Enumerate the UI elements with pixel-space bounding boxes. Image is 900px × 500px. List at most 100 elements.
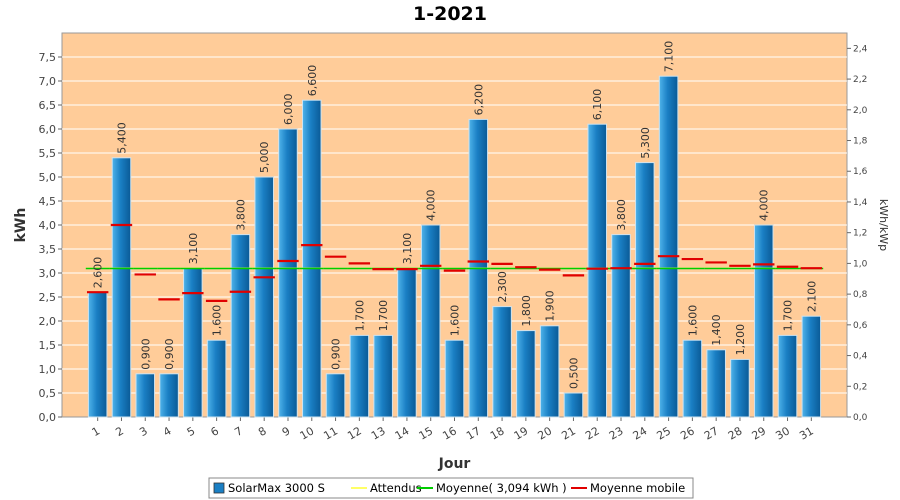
y-right-tick-label: 0,8 (853, 290, 868, 300)
x-tick-label: 14 (393, 424, 412, 442)
chart-title: 1-2021 (413, 3, 487, 25)
x-tick-label: 24 (631, 424, 650, 442)
y-right-tick-label: 1,6 (853, 167, 868, 177)
x-tick-label: 16 (440, 424, 459, 442)
bar (420, 224, 441, 418)
bar-value-label: 3,100 (401, 233, 414, 265)
y-tick-label: 7,0 (39, 75, 57, 88)
legend-label: Attendus (370, 481, 422, 495)
bar (301, 99, 322, 418)
bar-value-label: 2,100 (805, 281, 818, 313)
bar (230, 234, 251, 418)
x-tick-label: 12 (345, 424, 364, 442)
bar (563, 392, 584, 418)
x-tick-label: 18 (488, 424, 507, 442)
bar-value-label: 1,400 (710, 314, 723, 346)
x-tick-label: 3 (137, 424, 150, 439)
bar-value-label: 1,600 (686, 305, 699, 337)
bar (658, 75, 679, 418)
bar (254, 176, 274, 418)
bar (539, 325, 560, 418)
x-tick-label: 25 (654, 424, 673, 442)
bar-value-label: 4,000 (425, 190, 438, 222)
y-right-tick-label: 2,2 (853, 75, 867, 85)
x-tick-label: 17 (464, 424, 483, 442)
bar-value-label: 6,200 (472, 84, 485, 115)
bar (801, 315, 822, 418)
bar (492, 306, 512, 418)
y-tick-label: 3,0 (39, 267, 57, 280)
x-tick-label: 19 (512, 424, 531, 442)
y-tick-label: 4,5 (39, 195, 57, 208)
bar-value-label: 1,800 (520, 295, 533, 327)
bar-value-label: 1,900 (544, 290, 557, 322)
bar (611, 234, 631, 418)
x-tick-label: 2 (113, 424, 126, 439)
bar-value-label: 6,000 (282, 94, 295, 126)
bar (397, 267, 417, 418)
bar (516, 330, 536, 418)
moving-average-markers (86, 223, 823, 302)
y-tick-label: 2,0 (39, 315, 57, 328)
bar-value-label: 7,100 (663, 41, 676, 73)
y-tick-label: 1,5 (39, 339, 57, 352)
legend: SolarMax 3000 S Attendus Moyenne( 3,094 kW… (208, 477, 694, 499)
y-right-tick-label: 2,4 (853, 44, 868, 54)
x-tick-label: 31 (797, 424, 816, 442)
x-tick-label: 4 (161, 424, 174, 439)
bar (349, 334, 370, 418)
bar (278, 128, 298, 418)
bar-value-label: 1,700 (353, 300, 366, 332)
bar-value-label: 1,700 (377, 300, 390, 332)
bar-value-label: 2,600 (92, 257, 105, 289)
y-right-tick-label: 1,2 (853, 229, 867, 239)
bar-value-label: 0,500 (567, 358, 580, 390)
y-tick-label: 6,5 (39, 99, 57, 112)
y-right-tick-label: 2,0 (853, 106, 868, 116)
y-right-tick-label: 1,8 (853, 137, 868, 147)
x-tick-label: 1 (90, 424, 103, 439)
bar (325, 373, 346, 418)
y-tick-label: 7,5 (39, 51, 57, 64)
bar (777, 334, 798, 418)
bar-value-label: 5,300 (639, 127, 652, 159)
legend-box (208, 477, 694, 499)
bar (183, 267, 203, 418)
x-tick-label: 11 (321, 424, 340, 442)
bar-value-label: 2,300 (496, 271, 509, 303)
y-axis-right-ticks: 0,0 0,2 0,4 0,6 0,8 1,0 1,2 1,4 1,6 1,8 2,0 2,2 2,4 (847, 44, 868, 423)
x-tick-label: 7 (232, 424, 245, 439)
x-tick-label: 13 (369, 424, 388, 442)
x-tick-label: 22 (583, 424, 602, 442)
y-right-tick-label: 1,0 (853, 259, 868, 269)
bar-value-label: 3,100 (187, 233, 200, 265)
x-tick-label: 26 (678, 424, 697, 442)
y-tick-label: 0,0 (39, 411, 57, 424)
y-right-tick-label: 0,0 (853, 413, 868, 423)
bar-value-label: 1,200 (734, 324, 747, 356)
x-tick-label: 8 (256, 424, 269, 439)
y-tick-label: 4,0 (39, 219, 57, 232)
bar (87, 291, 108, 418)
bar-value-label: 0,900 (139, 338, 152, 370)
bar-value-label: 5,400 (115, 122, 128, 154)
bar-value-label: 1,600 (449, 305, 462, 337)
y-tick-label: 5,0 (39, 171, 57, 184)
x-tick-label: 27 (702, 424, 721, 442)
bar (706, 349, 726, 418)
bar (753, 224, 774, 418)
bar-value-label: 1,600 (211, 305, 224, 337)
x-tick-label: 23 (607, 424, 626, 442)
x-tick-label: 28 (726, 424, 745, 442)
x-tick-label: 29 (750, 424, 769, 442)
y-tick-label: 6,0 (39, 123, 57, 136)
bar (682, 339, 703, 418)
bars (87, 75, 822, 418)
bar (635, 162, 655, 418)
bar (587, 123, 608, 418)
bar (135, 373, 156, 418)
bar (111, 157, 132, 418)
legend-label: Moyenne mobile (590, 481, 685, 495)
bar-value-label: 3,800 (234, 199, 247, 231)
legend-label: SolarMax 3000 S (228, 481, 325, 495)
